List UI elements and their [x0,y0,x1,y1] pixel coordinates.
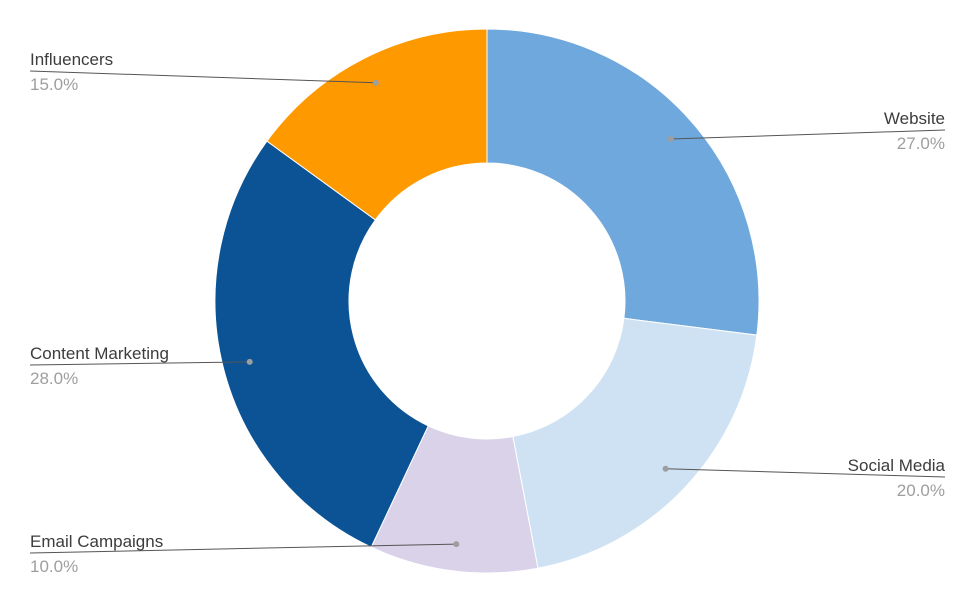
value-label-social-media: 20.0% [897,481,945,500]
leader-line-influencers [29,70,376,84]
leader-dot-email-campaigns [453,541,460,548]
leader-line-email-campaigns [29,543,457,554]
leader-line-social-media [665,468,946,478]
value-label-website: 27.0% [897,134,945,153]
label-website: Website [884,109,945,128]
leader-dot-influencers [372,79,379,86]
leader-line-website [670,129,946,140]
leader-lines-group [29,70,946,554]
value-label-content-marketing: 28.0% [30,369,78,388]
value-label-email-campaigns: 10.0% [30,557,78,576]
leader-dot-social-media [662,465,669,472]
leader-dot-website [667,135,674,142]
slice-influencers[interactable] [266,28,488,221]
label-social-media: Social Media [848,456,946,475]
slices-group [214,28,760,574]
slice-content-marketing[interactable] [214,140,429,548]
labels-group: Website 27.0% Social Media 20.0% Email Campa… [30,50,946,576]
label-influencers: Influencers [30,50,113,69]
label-content-marketing: Content Marketing [30,344,169,363]
value-label-influencers: 15.0% [30,75,78,94]
slice-website[interactable] [486,28,760,336]
leader-dot-content-marketing [246,358,253,365]
leader-line-content-marketing [29,361,250,366]
label-email-campaigns: Email Campaigns [30,532,163,551]
slice-social-media[interactable] [512,317,758,569]
